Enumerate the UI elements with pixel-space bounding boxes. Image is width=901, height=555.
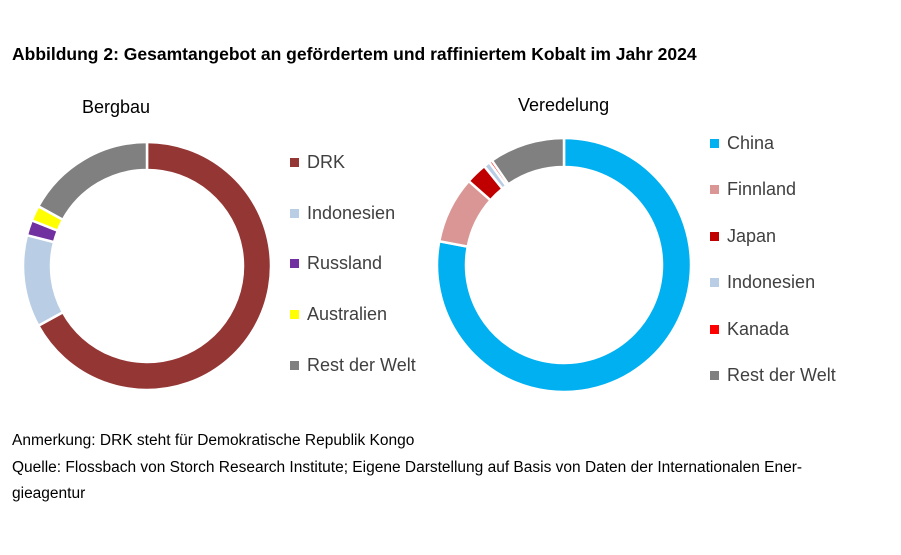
legend-swatch bbox=[290, 208, 299, 218]
legend-swatch bbox=[710, 371, 719, 380]
legend-swatch bbox=[290, 158, 299, 167]
legend-swatch bbox=[290, 310, 299, 320]
legend-item: Indonesien bbox=[710, 272, 815, 293]
donut-segment-china bbox=[435, 136, 693, 394]
legend-label: Kanada bbox=[727, 318, 790, 339]
legend-label: Rest der Welt bbox=[307, 354, 416, 375]
legend-item: Russland bbox=[290, 253, 382, 274]
legend-item: Kanada bbox=[710, 319, 789, 340]
legend-label: Russland bbox=[307, 253, 383, 274]
legend-item: Australien bbox=[290, 304, 387, 325]
chart-title-bergbau: Bergbau bbox=[82, 97, 151, 117]
note-quelle: Quelle: Flossbach von Storch Research In… bbox=[12, 459, 803, 476]
legend-label: Japan bbox=[727, 225, 777, 246]
note-quelle-cont: gieagentur bbox=[12, 485, 86, 502]
legend-label: Indonesien bbox=[307, 202, 396, 223]
legend-label: Finnland bbox=[727, 179, 797, 200]
figure-title: Abbildung 2: Gesamtangebot an geförderte… bbox=[12, 44, 697, 64]
legend-label: DRK bbox=[307, 152, 346, 172]
chart-title-veredelung: Veredelung bbox=[518, 95, 610, 115]
legend-swatch bbox=[710, 324, 719, 334]
legend-item: Japan bbox=[710, 226, 776, 247]
legend-item: China bbox=[710, 133, 774, 154]
donut-bergbau bbox=[21, 140, 273, 392]
legend-item: Indonesien bbox=[290, 203, 395, 224]
donut-segment-indonesien bbox=[21, 233, 65, 328]
legend-swatch bbox=[710, 278, 719, 288]
legend-item: Rest der Welt bbox=[710, 365, 836, 386]
legend-label: Indonesien bbox=[727, 272, 816, 293]
note-anmerkung: Anmerkung: DRK steht für Demokratische R… bbox=[12, 432, 415, 449]
donut-segment-rest-der-welt bbox=[490, 136, 566, 187]
legend-item: Rest der Welt bbox=[290, 355, 416, 376]
legend-swatch bbox=[290, 259, 299, 269]
legend-swatch bbox=[710, 139, 719, 148]
legend-label: Rest der Welt bbox=[727, 365, 836, 385]
legend-swatch bbox=[710, 231, 719, 241]
legend-swatch bbox=[710, 185, 719, 195]
donut-segment-drk bbox=[36, 140, 273, 392]
donut-segment-rest-der-welt bbox=[36, 140, 149, 222]
legend-label: Australien bbox=[307, 304, 388, 325]
legend-label: China bbox=[727, 133, 775, 153]
donut-veredelung bbox=[435, 136, 693, 394]
legend-item: Finnland bbox=[710, 179, 796, 200]
legend-swatch bbox=[290, 360, 299, 370]
legend-item: DRK bbox=[290, 152, 345, 173]
